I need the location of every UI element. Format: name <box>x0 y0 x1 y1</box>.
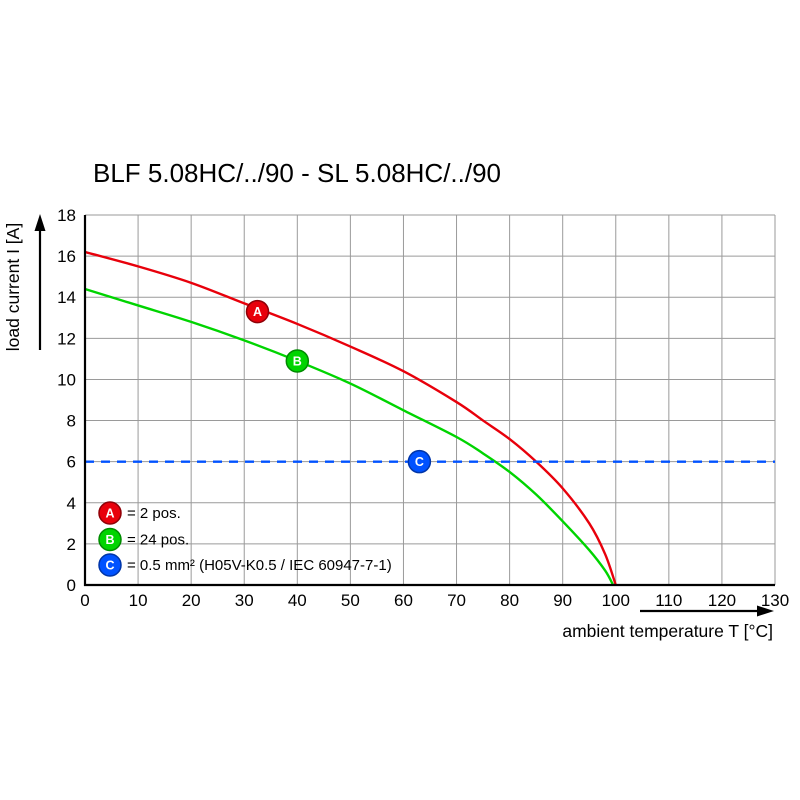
axis-labels: load current I [A] ambient temperature T … <box>3 214 774 641</box>
marker-label-A: A <box>253 305 262 319</box>
legend-swatch-letter-A: A <box>105 507 114 521</box>
y-tick-label: 0 <box>67 576 76 595</box>
y-tick-label: 8 <box>67 412 76 431</box>
x-tick-label: 50 <box>341 591 360 610</box>
x-tick-label: 20 <box>182 591 201 610</box>
series-line-B <box>85 287 615 585</box>
marker-B <box>285 349 310 373</box>
x-tick-label: 0 <box>80 591 89 610</box>
tick-labels: 0 10 20 30 40 50 60 70 80 90 100 110 120 130 0 2 4 6 8 10 12… <box>57 206 789 610</box>
marker-label-C: C <box>415 455 424 469</box>
y-tick-label: 14 <box>57 288 76 307</box>
x-tick-label: 10 <box>129 591 148 610</box>
x-tick-label: 120 <box>708 591 736 610</box>
marker-C <box>407 449 432 474</box>
grid <box>85 214 776 585</box>
legend-swatch-B <box>98 527 122 552</box>
x-tick-label: 90 <box>553 591 572 610</box>
x-tick-label: 40 <box>288 591 307 610</box>
y-tick-label: 12 <box>57 329 76 348</box>
x-tick-label: 70 <box>447 591 466 610</box>
x-tick-label: 80 <box>500 591 519 610</box>
series-line-A <box>85 250 617 585</box>
legend-swatch-C <box>98 553 122 577</box>
axes <box>83 215 775 587</box>
x-tick-label: 130 <box>761 591 789 610</box>
x-tick-label: 60 <box>394 591 413 610</box>
y-tick-label: 4 <box>67 494 76 513</box>
legend-swatch-A <box>98 501 122 525</box>
y-tick-label: 18 <box>57 206 76 225</box>
legend-swatch-letter-B: B <box>105 533 114 547</box>
legend-swatch-letter-C: C <box>105 559 114 573</box>
legend-label-A: = 2 pos. <box>127 505 181 522</box>
y-tick-label: 6 <box>67 453 76 472</box>
legend-label-B: = 24 pos. <box>127 532 189 549</box>
y-tick-label: 2 <box>67 535 76 554</box>
legend: A = 2 pos. B = 24 pos. C = 0.5 mm² (H05V-K0.5… <box>98 501 392 577</box>
y-axis-arrow-head <box>34 214 46 231</box>
markers: A B C <box>245 299 432 474</box>
y-tick-label: 10 <box>57 370 76 389</box>
y-axis-label: load current I [A] <box>3 223 23 351</box>
marker-A <box>245 299 270 324</box>
x-axis-label: ambient temperature T [°C] <box>562 621 773 641</box>
chart-title: BLF 5.08HC/../90 - SL 5.08HC/../90 <box>93 158 502 188</box>
x-tick-label: 30 <box>235 591 254 610</box>
legend-label-C: = 0.5 mm² (H05V-K0.5 / IEC 60947-7-1) <box>127 557 392 574</box>
marker-label-B: B <box>293 354 302 368</box>
x-tick-label: 100 <box>602 591 630 610</box>
y-tick-label: 16 <box>57 247 76 266</box>
x-axis-arrow-head <box>757 605 774 617</box>
x-tick-label: 110 <box>655 591 682 610</box>
